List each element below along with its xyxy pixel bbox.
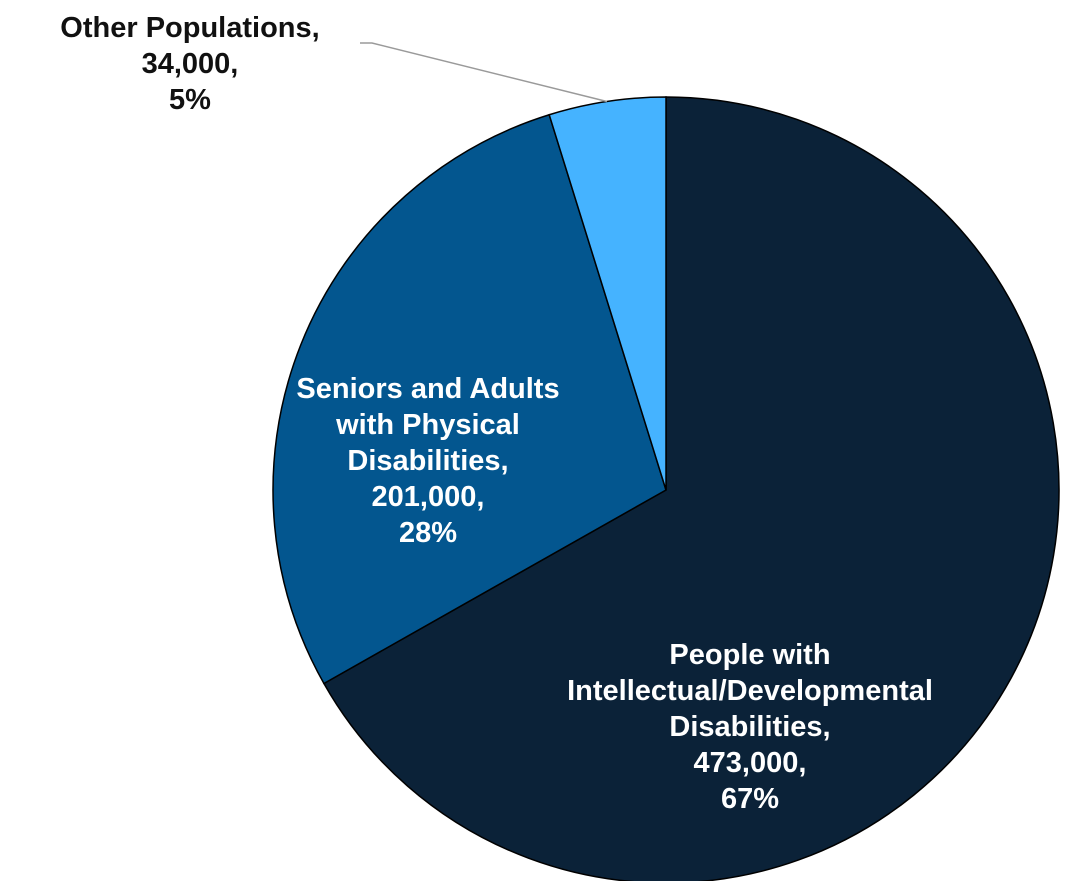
data-label-line: Disabilities,: [347, 445, 508, 477]
data-label-1: Seniors and Adults with Physical Disabilit…: [296, 373, 559, 549]
data-label-line: People with: [669, 639, 830, 671]
data-label-line: 473,000,: [694, 747, 807, 779]
leader-line: [360, 42, 608, 103]
data-label-2: Other Populations, 34,000, 5%: [60, 12, 319, 116]
data-label-line: with Physical: [335, 409, 520, 441]
pie-slice-0: [322, 96, 1060, 884]
data-label-line: 28%: [399, 517, 457, 549]
data-label-line: 67%: [721, 783, 779, 815]
data-label-line: Intellectual/Developmental: [567, 675, 933, 707]
data-label-0: People with Intellectual/Developmental Dis…: [567, 639, 933, 815]
data-label-line: Disabilities,: [669, 711, 830, 743]
data-label-line: 34,000,: [142, 48, 239, 80]
data-label-line: Seniors and Adults: [296, 373, 559, 405]
data-label-line: Other Populations,: [60, 12, 319, 44]
data-label-line: 201,000,: [372, 481, 485, 513]
data-label-line: 5%: [169, 84, 211, 116]
pie-slice-1: [272, 113, 667, 685]
